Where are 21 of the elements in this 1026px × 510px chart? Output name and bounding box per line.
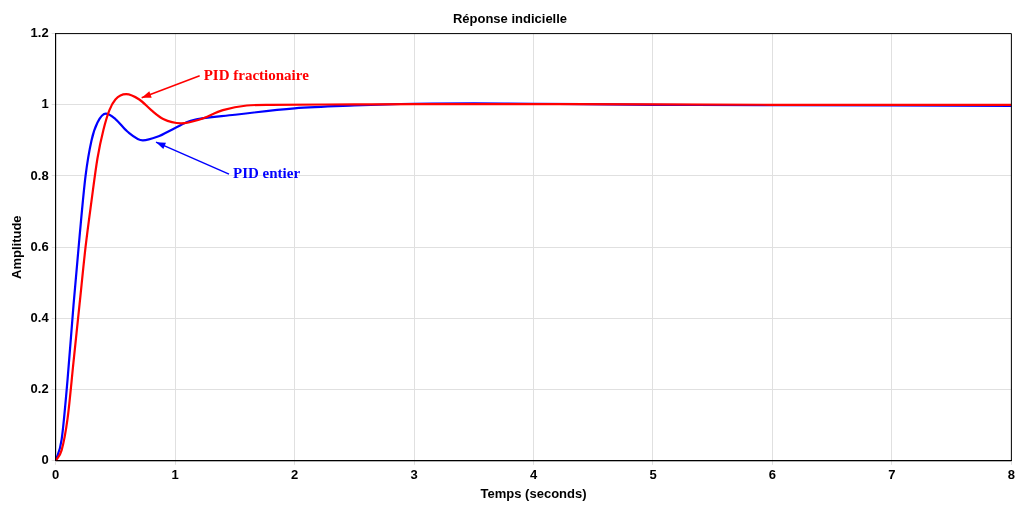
x-tick-label: 2 [290, 467, 299, 483]
annotation: PID entier [233, 165, 301, 182]
x-axis-title: Temps (seconds) [480, 485, 587, 501]
x-tick-label: 1 [171, 467, 179, 483]
x-tick-label: 5 [649, 467, 657, 483]
x-tick-label: 6 [768, 467, 777, 483]
y-tick-label: 1.2 [30, 25, 49, 41]
x-tick-label: 3 [410, 467, 418, 483]
chart-title: Réponse indicielle [452, 11, 568, 27]
y-tick-label: 0.4 [30, 309, 50, 325]
y-tick-label: 0.2 [30, 381, 49, 397]
annotation: PID fractionaire [203, 66, 310, 83]
x-tick-label: 0 [52, 467, 60, 483]
y-tick-label: 0.8 [30, 167, 49, 183]
y-tick-label: 1 [41, 96, 49, 112]
y-axis-title: Amplitude [9, 215, 25, 279]
x-tick-label: 8 [1007, 467, 1015, 483]
x-tick-label: 4 [529, 467, 538, 483]
x-tick-label: 7 [888, 467, 896, 483]
y-tick-label: 0 [41, 452, 49, 468]
y-tick-label: 0.6 [30, 238, 49, 254]
